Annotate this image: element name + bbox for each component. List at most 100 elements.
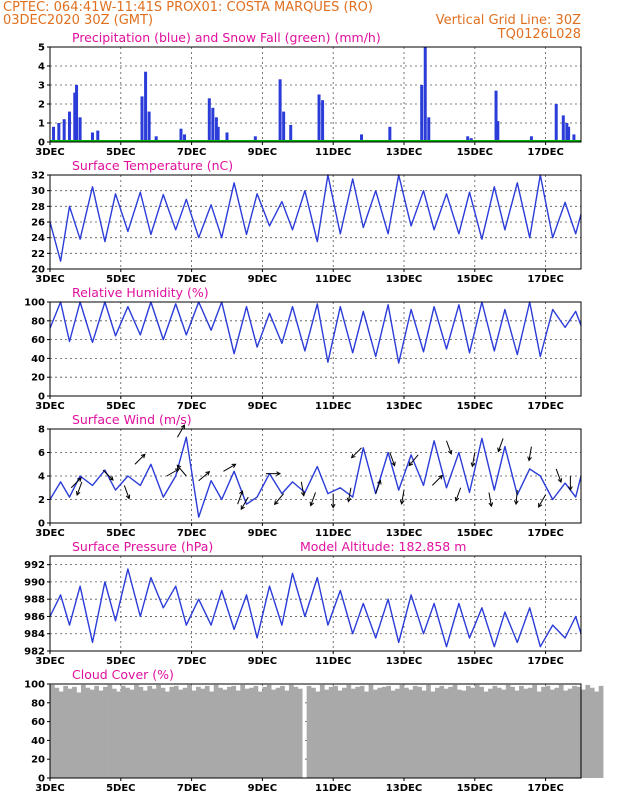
x-tick-label: 11DEC [315, 401, 351, 412]
wind-arrow [176, 464, 187, 477]
cloud-bar [67, 688, 73, 778]
y-tick-label: 80 [31, 316, 45, 327]
cloud-bar [209, 691, 215, 778]
wind-arrow [177, 424, 185, 438]
wind-arrow [300, 481, 306, 497]
cloud-bar [293, 686, 299, 778]
y-tick-label: 26 [31, 218, 45, 229]
cloud-bar [280, 685, 285, 778]
y-tick-label: 982 [24, 647, 45, 658]
precip-bar [140, 96, 144, 142]
cloud-bar [386, 685, 392, 778]
precip-bar [147, 111, 151, 142]
wind-arrow-shaft [177, 424, 185, 438]
precip-bar [75, 85, 79, 142]
x-tick-label: 3DEC [35, 401, 64, 412]
wind-arrow-shaft [455, 487, 462, 502]
wind-arrow-shaft [528, 446, 532, 461]
cloud-bar [545, 685, 551, 778]
cloud-bar [151, 688, 157, 778]
wind-arrow-shaft [223, 463, 236, 472]
precip-bar [278, 79, 282, 142]
cloud-bar [297, 688, 303, 778]
cloud-bar [448, 686, 453, 778]
y-tick-label: 4 [38, 472, 45, 483]
precip-bar [67, 111, 71, 142]
cloud-bar [395, 688, 400, 778]
x-tick-label: 17DEC [527, 528, 563, 539]
cloud-bar [457, 689, 462, 778]
cloud-bar [138, 686, 144, 778]
cloud-bar [213, 684, 219, 778]
precip-bar [572, 134, 576, 142]
wind-arrow [123, 485, 131, 500]
wind-arrow-head [488, 502, 494, 508]
y-tick-label: 20 [31, 265, 45, 276]
cloud-bar [147, 685, 153, 778]
cloud-bar [98, 690, 104, 778]
y-tick-label: 990 [24, 577, 45, 588]
cloud-bar [563, 690, 569, 778]
cloud-bar [253, 685, 259, 778]
wind-arrow-shaft [176, 464, 187, 477]
cloud-bar [85, 687, 91, 778]
wind-arrow-head [470, 462, 476, 468]
cloud-bar [342, 687, 347, 778]
y-tick-label: 20 [31, 373, 45, 384]
wind-arrow-head [527, 456, 532, 462]
cloud-bar [319, 684, 325, 778]
precip-bar [73, 92, 77, 142]
wind-arrow-head [557, 478, 563, 484]
wind-arrow-shaft [497, 438, 504, 452]
cloud-bar [536, 691, 542, 778]
wind-arrow-shaft [401, 490, 405, 504]
cloud-bar [368, 684, 374, 778]
wind-arrow-head [350, 453, 356, 459]
precip-bar [144, 71, 148, 142]
x-tick-label: 15DEC [457, 528, 493, 539]
cloud-bar [275, 687, 281, 778]
wind-arrow-shaft [237, 490, 243, 505]
wind-arrow-shaft [408, 454, 419, 466]
cloud-bar [191, 690, 197, 778]
cloud-bar [541, 686, 546, 778]
x-tick-label: 13DEC [386, 656, 422, 667]
x-tick-label: 13DEC [386, 528, 422, 539]
y-tick-label: 0 [38, 774, 45, 785]
cloud-bar [510, 686, 515, 778]
series-line [49, 568, 582, 648]
panel-title: Surface Wind (m/s) [72, 412, 192, 427]
y-tick-label: 6 [38, 448, 45, 459]
wind-arrow-shaft [102, 469, 114, 481]
cloud-bar [80, 684, 86, 778]
cloud-bar [76, 692, 82, 778]
precip-bar [388, 126, 392, 142]
y-tick-label: 0 [38, 392, 45, 403]
cloud-bar [324, 689, 330, 778]
cloud-bar [443, 688, 449, 778]
x-tick-label: 9DEC [248, 274, 277, 285]
precip-bar [427, 117, 431, 142]
precip-bar [360, 134, 364, 142]
wind-arrow [375, 479, 382, 494]
cloud-bar [328, 686, 334, 778]
wind-arrow-shaft [274, 493, 285, 505]
precip-bar [321, 100, 325, 142]
wind-arrow [497, 438, 504, 453]
wind-arrow [555, 468, 563, 484]
wind-arrow [454, 487, 462, 502]
cloud-bar [381, 686, 387, 778]
x-tick-label: 13DEC [386, 147, 422, 158]
panel-temp: Surface Temperature (nC) 20 22 24 26 28 30 32 3D… [31, 158, 582, 285]
y-tick-label: 986 [24, 612, 45, 623]
wind-arrow-shaft [123, 485, 130, 499]
cloud-bar [165, 691, 170, 778]
cloud-bar [306, 685, 312, 778]
wind-arrow [166, 468, 180, 477]
precip-bar [52, 126, 56, 142]
cloud-bar [488, 688, 493, 778]
wind-arrow-head [538, 502, 543, 508]
wind-arrow-head [399, 499, 405, 505]
cloud-bar [182, 687, 188, 778]
cloud-bar [519, 685, 524, 778]
